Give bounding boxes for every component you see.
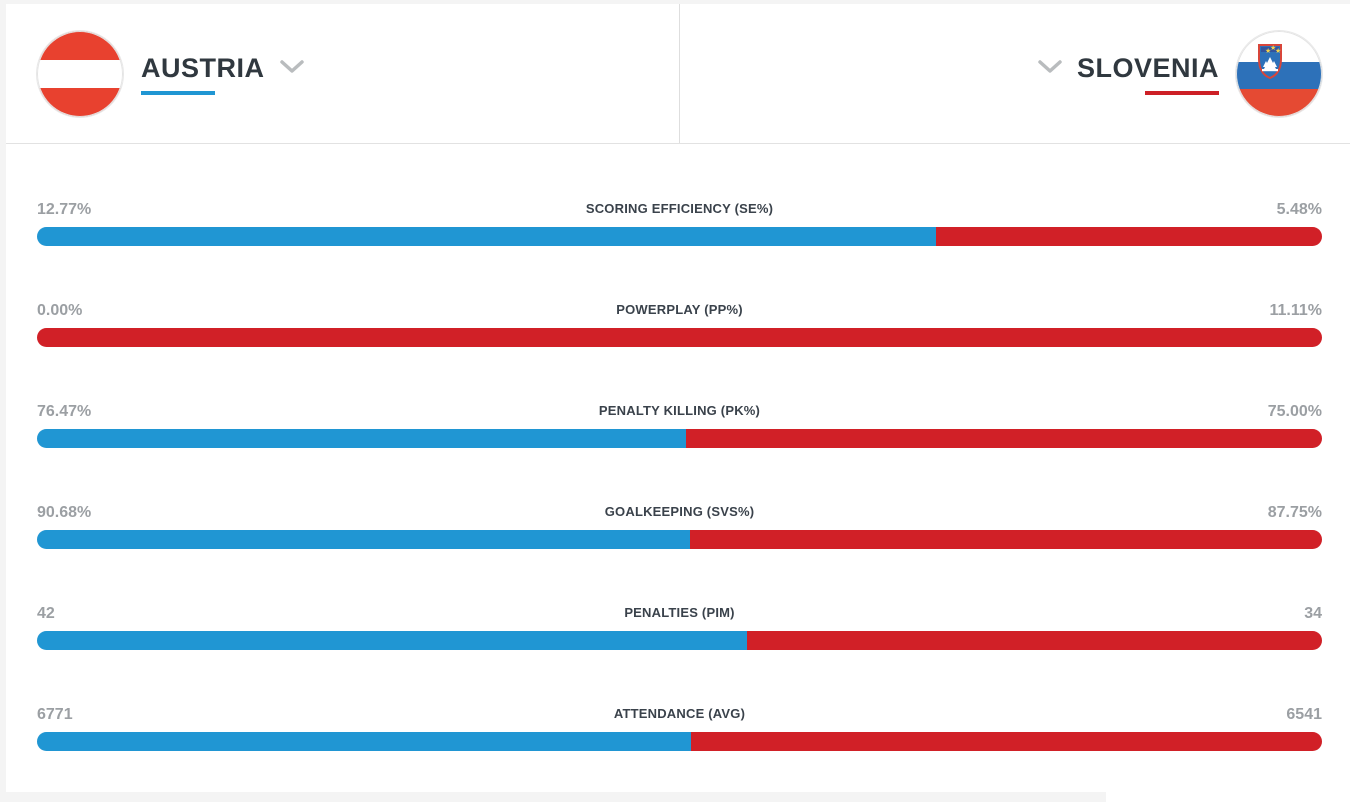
home-bar-segment — [37, 732, 691, 751]
stat-row: 90.68% GOALKEEPING (SVS%) 87.75% — [37, 504, 1322, 549]
away-bar-segment — [37, 328, 1322, 347]
stat-label: GOALKEEPING (SVS%) — [604, 504, 755, 519]
home-stat-value: 12.77% — [37, 201, 92, 218]
page-background-strip — [0, 792, 1106, 802]
away-team-selector[interactable]: SLOVENIA — [1038, 53, 1219, 95]
comparison-panel: AUSTRIA SLOVENIA — [6, 4, 1350, 802]
home-team-selector[interactable]: AUSTRIA — [141, 53, 304, 95]
stat-row: 0.00% POWERPLAY (PP%) 11.11% — [37, 302, 1322, 347]
comparison-bar — [37, 227, 1322, 246]
austria-flag-icon — [37, 30, 123, 117]
stat-row: 6771 ATTENDANCE (AVG) 6541 — [37, 706, 1322, 751]
home-stat-value: 76.47% — [37, 403, 92, 420]
home-stat-value: 90.68% — [37, 504, 92, 521]
home-stat-value: 6771 — [37, 706, 73, 723]
chevron-down-icon[interactable] — [1038, 59, 1062, 79]
home-team-name: AUSTRIA — [141, 52, 265, 83]
away-team-name: SLOVENIA — [1076, 52, 1219, 83]
comparison-bar — [37, 328, 1322, 347]
home-bar-segment — [37, 530, 691, 549]
comparison-bar — [37, 429, 1322, 448]
away-team-underline — [1145, 90, 1219, 95]
away-stat-value: 5.48% — [1276, 201, 1322, 218]
home-bar-segment — [37, 227, 937, 246]
away-bar-segment — [690, 530, 1322, 549]
teams-header: AUSTRIA SLOVENIA — [6, 4, 1350, 144]
away-stat-value: 34 — [1304, 605, 1322, 622]
stat-label: PENALTIES (PIM) — [624, 605, 735, 620]
home-team-header: AUSTRIA — [6, 4, 680, 143]
home-team-underline — [141, 90, 215, 95]
away-stat-value: 87.75% — [1267, 504, 1322, 521]
stat-row: 42 PENALTIES (PIM) 34 — [37, 605, 1322, 650]
stat-row: 12.77% SCORING EFFICIENCY (SE%) 5.48% — [37, 201, 1322, 246]
comparison-bar — [37, 631, 1322, 650]
stat-label: POWERPLAY (PP%) — [616, 302, 743, 317]
home-stat-value: 0.00% — [37, 302, 83, 319]
away-bar-segment — [690, 732, 1322, 751]
away-bar-segment — [747, 631, 1322, 650]
svg-text:★: ★ — [1270, 44, 1276, 52]
away-bar-segment — [685, 429, 1322, 448]
away-team-header: SLOVENIA — [680, 4, 1350, 143]
home-bar-segment — [37, 429, 686, 448]
stat-row: 76.47% PENALTY KILLING (PK%) 75.00% — [37, 403, 1322, 448]
svg-text:★: ★ — [1265, 47, 1271, 55]
away-stat-value: 6541 — [1286, 706, 1322, 723]
comparison-bar — [37, 530, 1322, 549]
away-stat-value: 75.00% — [1267, 403, 1322, 420]
slovenia-flag-icon: ★ ★ ★ — [1236, 30, 1322, 117]
stat-label: ATTENDANCE (AVG) — [613, 706, 746, 721]
comparison-bar — [37, 732, 1322, 751]
chevron-down-icon[interactable] — [279, 59, 304, 79]
home-bar-segment — [37, 631, 748, 650]
svg-text:★: ★ — [1275, 47, 1281, 55]
away-bar-segment — [936, 227, 1322, 246]
stat-label: PENALTY KILLING (PK%) — [598, 403, 761, 418]
stats-list: 12.77% SCORING EFFICIENCY (SE%) 5.48% 0.… — [6, 144, 1350, 751]
home-stat-value: 42 — [37, 605, 55, 622]
stat-label: SCORING EFFICIENCY (SE%) — [585, 201, 774, 216]
away-stat-value: 11.11% — [1269, 302, 1323, 319]
